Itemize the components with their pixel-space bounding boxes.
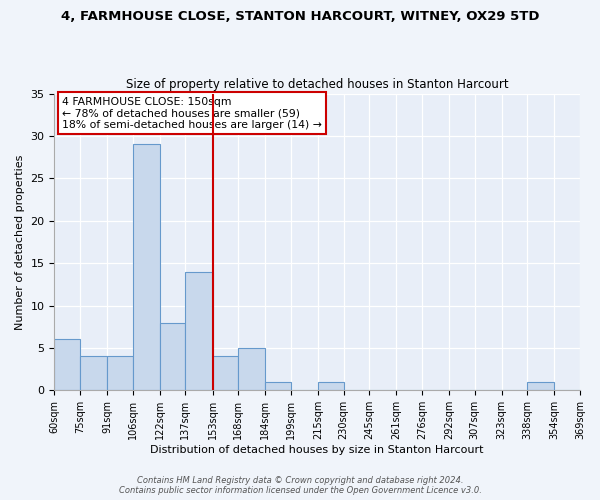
Bar [265,382,291,390]
Bar [133,144,160,390]
Bar [80,356,107,390]
Title: Size of property relative to detached houses in Stanton Harcourt: Size of property relative to detached ho… [126,78,509,91]
Bar [527,382,554,390]
Bar [107,356,133,390]
Y-axis label: Number of detached properties: Number of detached properties [15,154,25,330]
Bar [238,348,265,391]
X-axis label: Distribution of detached houses by size in Stanton Harcourt: Distribution of detached houses by size … [151,445,484,455]
Text: 4 FARMHOUSE CLOSE: 150sqm
← 78% of detached houses are smaller (59)
18% of semi-: 4 FARMHOUSE CLOSE: 150sqm ← 78% of detac… [62,96,322,130]
Bar [185,272,212,390]
Bar [55,340,80,390]
Text: 4, FARMHOUSE CLOSE, STANTON HARCOURT, WITNEY, OX29 5TD: 4, FARMHOUSE CLOSE, STANTON HARCOURT, WI… [61,10,539,23]
Text: Contains HM Land Registry data © Crown copyright and database right 2024.
Contai: Contains HM Land Registry data © Crown c… [119,476,481,495]
Bar [160,322,185,390]
Bar [212,356,238,390]
Bar [318,382,344,390]
